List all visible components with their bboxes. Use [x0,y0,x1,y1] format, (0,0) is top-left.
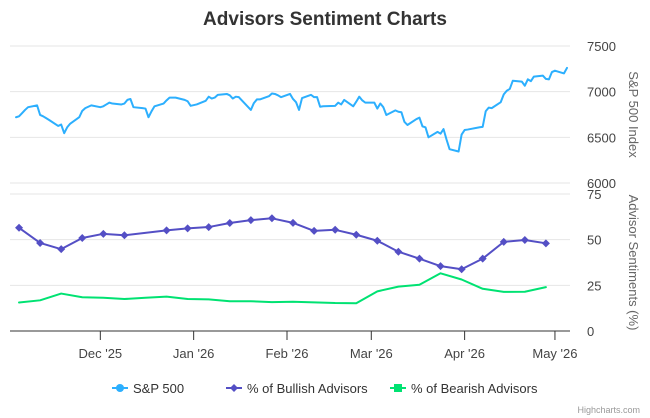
data-point [478,254,487,263]
data-point [162,226,171,235]
data-point [499,237,508,246]
data-point [246,216,255,225]
x-tick-label: Mar '26 [350,346,393,361]
sentiment-panel-tick-label: 25 [587,278,601,293]
axis-layer: 6000 6500 7000 7500 S&P 500 Index 0 25 50 75 Advi… [10,39,641,361]
sp500-panel-tick-label: 6000 [587,176,616,191]
data-point [394,247,403,256]
chart-title: Advisors Sentiment Charts [203,9,447,30]
sentiment-panel-tick-label: 75 [587,187,601,202]
x-tick-label: Apr '26 [444,346,485,361]
x-tick-label: Jan '26 [173,346,215,361]
x-tick-label: Dec '25 [78,346,122,361]
legend-item-2[interactable]: % of Bearish Advisors [390,381,538,396]
legend-symbol-marker [230,384,238,392]
sp500-panel-tick-label: 7500 [587,39,616,54]
series-layer [15,66,568,305]
sp500-panel-axis-title: S&P 500 Index [626,71,641,158]
data-point [183,224,192,233]
data-point [457,265,466,274]
series-line-2 [18,272,547,305]
x-tick-label: May '26 [532,346,577,361]
series-line-0 [15,66,568,153]
sentiment-panel-axis-title: Advisor Sentiments (%) [626,195,641,331]
data-point [415,254,424,263]
legend-symbol-marker [394,384,402,392]
data-point [99,229,108,238]
series-1 [15,214,550,274]
data-point [436,262,445,271]
legend-item-1[interactable]: % of Bullish Advisors [226,381,368,396]
sp500-panel-tick-label: 7000 [587,85,616,100]
data-point [57,245,66,254]
data-point [310,226,319,235]
data-point [225,219,234,228]
data-point [331,225,340,234]
data-point [15,223,24,232]
sentiment-panel-tick-label: 50 [587,233,601,248]
x-tick-label: Feb '26 [266,346,309,361]
data-point [204,223,213,232]
data-point [78,234,87,243]
legend-label: % of Bullish Advisors [247,381,368,396]
sp500-panel-tick-label: 6500 [587,130,616,145]
chart-credits: Highcharts.com [577,405,640,415]
data-point [289,218,298,227]
data-point [267,214,276,223]
legend-label: % of Bearish Advisors [411,381,538,396]
data-point [36,238,45,247]
data-point [520,236,529,245]
legend-item-0[interactable]: S&P 500 [112,381,184,396]
data-point [541,239,550,248]
grid-layer [10,45,570,332]
data-point [120,231,129,240]
sentiment-panel-tick-label: 0 [587,324,594,339]
data-point [373,236,382,245]
legend: S&P 500 % of Bullish Advisors % of Bearish… [112,381,538,396]
legend-label: S&P 500 [133,381,184,396]
data-point [352,230,361,239]
series-0 [15,66,568,153]
legend-symbol-marker [116,384,124,392]
series-2 [18,272,547,305]
